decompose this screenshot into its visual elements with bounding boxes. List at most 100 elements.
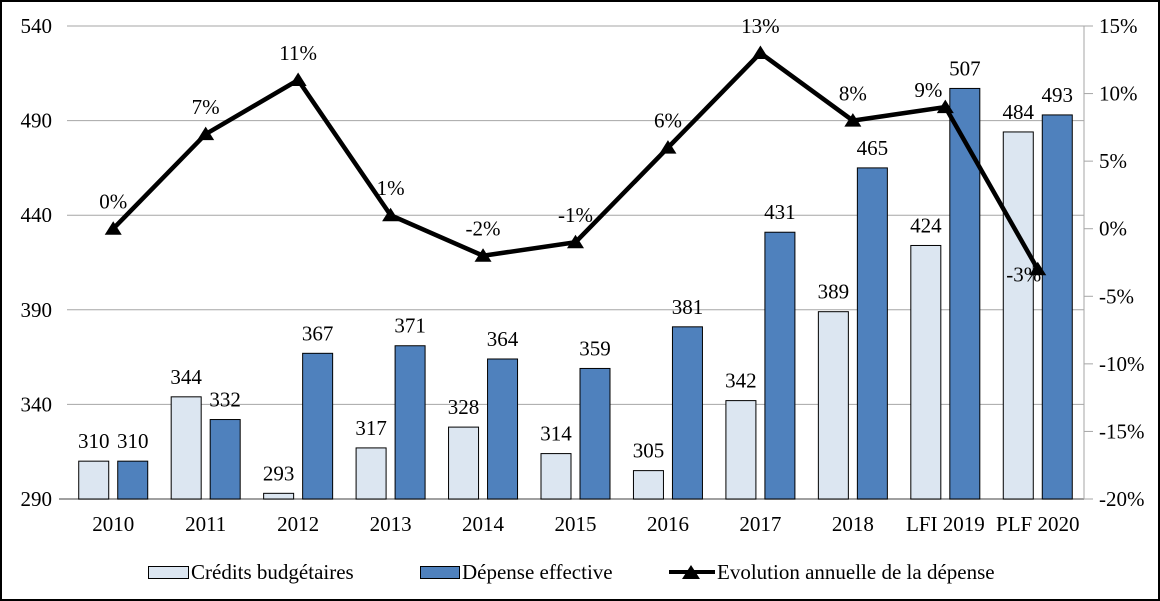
bar-value-label: 328	[448, 395, 480, 419]
line-value-label: 8%	[839, 82, 867, 106]
bar-depense-2018	[856, 167, 888, 500]
line-marker-triangle	[936, 99, 954, 114]
left-axis-tick-label: 490	[21, 109, 53, 133]
bar-value-label: 293	[263, 461, 295, 485]
bar-value-label: 367	[302, 321, 334, 345]
bar-value-label: 507	[949, 56, 981, 80]
line-value-label: 9%	[914, 78, 942, 102]
x-axis-category-label: 2016	[647, 512, 689, 536]
x-axis-category-label: LFI 2019	[906, 512, 985, 536]
legend-swatch-credits-budgetaires	[148, 565, 189, 579]
line-value-label: -1%	[558, 203, 593, 227]
line-value-label: 13%	[741, 14, 780, 38]
right-axis-tick-label: 0%	[1099, 217, 1127, 241]
bar-credits-2014	[448, 426, 480, 500]
legend-item-evolution: Evolution annuelle de la dépense	[669, 556, 995, 588]
x-axis-category-label: 2015	[555, 512, 597, 536]
bar-credits-2016	[632, 470, 664, 500]
right-axis-tick-label: 10%	[1099, 82, 1138, 106]
bar-credits-2012	[263, 492, 295, 500]
line-value-label: 1%	[377, 176, 405, 200]
bar-value-label: 364	[487, 327, 519, 351]
right-axis-tick-label: -10%	[1099, 352, 1145, 376]
line-value-label: 11%	[279, 41, 317, 65]
bar-value-label: 465	[857, 136, 889, 160]
line-value-label: -3%	[1006, 262, 1041, 286]
right-axis-tick-label: 15%	[1099, 14, 1138, 38]
bar-depense-2011	[209, 419, 241, 500]
left-axis-tick-label: 540	[21, 14, 53, 38]
bar-value-label: 310	[117, 429, 149, 453]
x-axis-category-label: 2014	[462, 512, 505, 536]
right-axis-tick-label: -15%	[1099, 419, 1145, 443]
line-marker-triangle	[751, 45, 769, 60]
line-marker-triangle	[844, 113, 862, 127]
bar-credits-LFI 2019	[910, 244, 942, 500]
bar-value-label: 342	[725, 369, 757, 393]
bar-value-label: 310	[78, 429, 110, 453]
bar-depense-LFI 2019	[949, 87, 981, 500]
legend-swatch-depense-effective	[420, 565, 460, 579]
bar-value-label: 314	[540, 422, 572, 446]
line-value-label: 7%	[192, 95, 220, 119]
line-marker-triangle	[104, 221, 122, 235]
bar-value-label: 332	[209, 388, 241, 412]
bar-credits-PLF 2020	[1002, 131, 1034, 500]
x-axis-category-label: 2011	[185, 512, 226, 536]
x-axis-category-label: 2017	[739, 512, 781, 536]
bar-credits-2011	[170, 396, 202, 500]
bar-value-label: 431	[764, 200, 796, 224]
line-value-label: 6%	[654, 109, 682, 133]
line-marker-triangle	[289, 72, 307, 87]
bar-value-label: 484	[1003, 100, 1035, 124]
bar-credits-2010	[78, 460, 110, 500]
bar-depense-2013	[394, 345, 426, 500]
left-axis-tick-label: 390	[21, 298, 53, 322]
legend-label-evolution: Evolution annuelle de la dépense	[717, 559, 995, 584]
line-value-label: 0%	[99, 190, 127, 214]
line-marker-triangle	[567, 234, 584, 249]
bar-value-label: 371	[394, 314, 426, 338]
bar-depense-2014	[487, 358, 519, 500]
line-marker-triangle	[1029, 261, 1047, 276]
right-axis-tick-label: -20%	[1099, 487, 1145, 511]
bar-depense-PLF 2020	[1041, 114, 1073, 500]
legend-item-credits-budgetaires: Crédits budgétaires	[148, 556, 354, 588]
right-axis-tick-label: 5%	[1099, 149, 1127, 173]
legend-item-depense-effective: Dépense effective	[420, 556, 613, 588]
bar-depense-2012	[302, 352, 334, 500]
x-axis-category-label: 2012	[277, 512, 319, 536]
line-marker-triangle	[474, 248, 492, 262]
bar-depense-2017	[764, 231, 796, 500]
line-marker-triangle	[382, 207, 400, 222]
bar-value-label: 344	[170, 365, 202, 389]
x-axis-category-label: PLF 2020	[996, 512, 1079, 536]
bar-value-label: 359	[579, 336, 611, 360]
line-marker-triangle	[197, 126, 215, 141]
bar-value-label: 424	[910, 213, 942, 237]
left-axis-tick-label: 340	[21, 392, 53, 416]
right-axis-tick-label: -5%	[1099, 284, 1134, 308]
bar-depense-2010	[117, 460, 149, 500]
x-axis-category-label: 2013	[370, 512, 412, 536]
left-axis-tick-label: 440	[21, 203, 53, 227]
bar-credits-2017	[725, 400, 757, 500]
bar-credits-2018	[817, 311, 849, 500]
legend-label-credits-budgetaires: Crédits budgétaires	[191, 559, 354, 584]
x-axis-category-label: 2018	[832, 512, 874, 536]
bar-credits-2015	[540, 453, 572, 500]
legend-label-depense-effective: Dépense effective	[462, 559, 613, 584]
bar-value-label: 389	[818, 280, 850, 304]
bar-value-label: 305	[633, 439, 665, 463]
bar-value-label: 381	[672, 295, 704, 319]
bar-depense-2016	[671, 326, 703, 500]
line-marker-triangle	[659, 140, 677, 154]
bar-value-label: 317	[355, 416, 387, 440]
legend-line-marker-icon	[669, 564, 715, 580]
chart-legend: Crédits budgétaires Dépense effective Ev…	[2, 556, 1158, 592]
bar-depense-2015	[579, 367, 611, 500]
line-value-label: -2%	[466, 217, 501, 241]
x-axis-category-label: 2010	[92, 512, 134, 536]
